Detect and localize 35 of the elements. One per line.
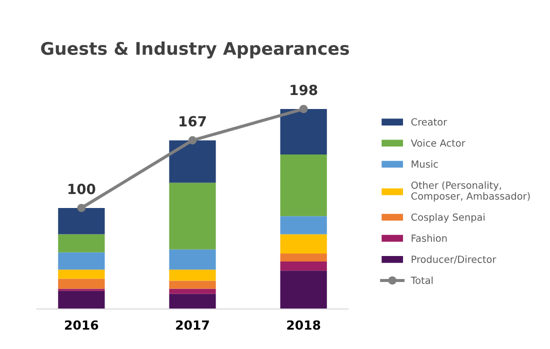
data-label: 198 [290,84,318,96]
bar [58,252,105,270]
legend-label: Music [412,160,438,168]
legend-label: Producer/Director [412,255,496,264]
bar [169,182,216,250]
bar [280,234,327,254]
text: Guests & Industry Appearances [41,42,349,58]
bar [169,249,216,270]
legend-label: Fashion [412,234,447,242]
legend-label: Other (Personality, Composer, Ambassador) [411,181,530,202]
data-label: 167 [180,116,206,127]
bar [280,253,327,262]
bar [169,280,216,289]
x-tick-label: 2016 [65,320,98,330]
bar [169,288,216,294]
x-tick-label: 2017 [176,320,209,330]
bar [280,262,327,271]
bar [280,270,327,309]
bar [169,270,216,281]
bar [280,216,327,234]
bar [280,154,327,216]
bar [58,234,105,252]
bar [58,270,105,279]
x-tick-label: 2018 [287,320,320,330]
bar [58,290,105,309]
data-label: 100 [68,184,96,194]
bar [58,208,105,234]
bar [169,140,216,183]
legend-label: Cosplay Senpai [411,213,485,223]
bar [58,278,105,289]
legend-label: Total [410,276,433,284]
bar [169,294,216,309]
legend-label: Voice Actor [410,139,466,147]
legend-label: Creator [411,118,448,126]
bar [280,109,327,154]
